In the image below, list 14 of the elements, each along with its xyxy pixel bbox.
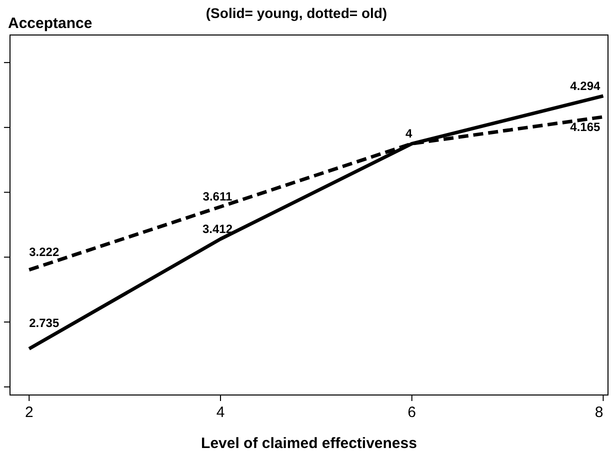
data-label: 4 (406, 126, 413, 141)
data-label: 3.412 (202, 222, 233, 236)
data-label: 3.222 (29, 244, 60, 259)
x-tick-label: 2 (24, 404, 34, 421)
data-label: 3.611 (202, 190, 232, 204)
x-tick-label: 6 (408, 404, 416, 421)
chart-title: (Solid= young, dotted= old) (206, 5, 388, 21)
data-label: 4.294 (570, 78, 601, 93)
x-tick-label: 4 (216, 404, 225, 421)
data-label: 4.165 (570, 120, 601, 134)
data-label: 2.735 (29, 316, 60, 330)
x-axis-title: Level of claimed effectiveness (201, 435, 417, 452)
x-tick-label: 8 (594, 404, 604, 421)
y-axis-title: Acceptance (8, 15, 92, 32)
